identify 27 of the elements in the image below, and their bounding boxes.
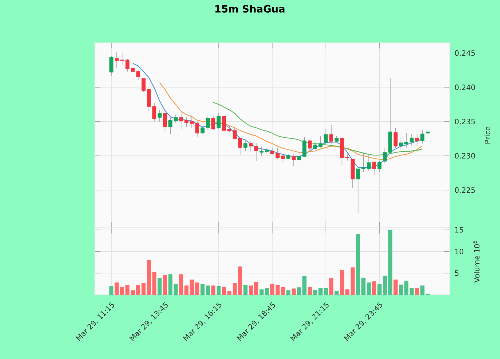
bar — [372, 281, 376, 295]
candlestick — [244, 141, 248, 152]
candlestick — [372, 161, 376, 176]
candlestick — [350, 159, 355, 189]
bar — [292, 288, 296, 295]
candlestick — [158, 110, 162, 122]
bar — [415, 288, 420, 295]
candlestick — [330, 124, 334, 145]
candlestick — [394, 128, 398, 149]
chart-title: 15m ShaGua — [216, 5, 285, 13]
candlestick — [163, 113, 168, 132]
candlestick — [110, 56, 114, 76]
bar — [286, 290, 291, 295]
bar — [110, 286, 114, 295]
candlestick — [420, 130, 425, 144]
candlestick — [212, 116, 216, 130]
bar — [334, 291, 339, 295]
bar — [308, 287, 312, 295]
candlestick — [324, 128, 328, 145]
candlestick — [415, 134, 420, 148]
candlestick — [378, 160, 382, 173]
bar — [329, 278, 334, 295]
candlestick — [216, 113, 221, 130]
candlestick — [292, 154, 296, 167]
bar — [244, 285, 248, 295]
bar — [394, 280, 398, 295]
candlestick — [308, 139, 312, 152]
